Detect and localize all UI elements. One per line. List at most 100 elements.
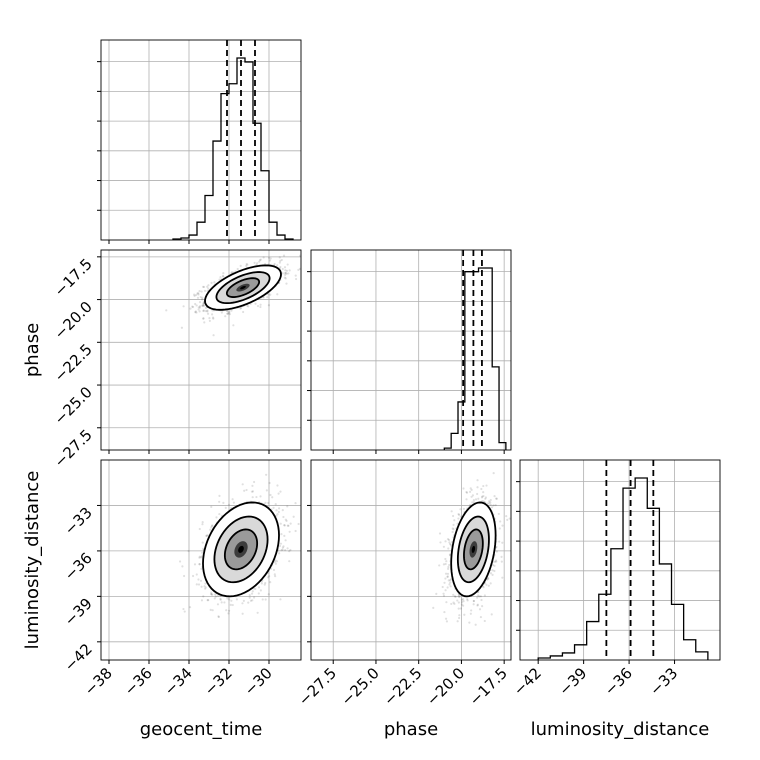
scatter-point (210, 591, 213, 594)
scatter-point (471, 494, 475, 497)
scatter-point (206, 599, 209, 602)
scatter-point (460, 601, 464, 604)
scatter-point (489, 498, 492, 502)
scatter-point (260, 582, 263, 585)
scatter-point (194, 310, 197, 314)
scatter-point (498, 527, 501, 530)
x-axis-label-phase: phase (384, 719, 438, 740)
scatter-point (494, 559, 498, 562)
scatter-point (227, 609, 231, 612)
scatter-point (481, 499, 484, 503)
scatter-point (259, 589, 262, 592)
scatter-point (210, 526, 213, 529)
scatter-point (205, 534, 208, 538)
scatter-point (210, 505, 213, 508)
scatter-point (466, 599, 469, 602)
scatter-point (444, 572, 448, 575)
scatter-point (203, 321, 206, 324)
scatter-point (202, 317, 205, 320)
scatter-point (480, 496, 484, 499)
scatter-point (218, 512, 221, 516)
contour-line-outer (450, 501, 497, 598)
scatter-point (452, 523, 455, 526)
scatter-point (478, 595, 481, 598)
scatter-point (218, 494, 221, 497)
scatter-point (222, 275, 225, 278)
scatter-point (201, 304, 204, 307)
scatter-point (247, 305, 250, 308)
scatter-point (187, 549, 190, 553)
scatter-point (448, 583, 451, 586)
x-tick-label-phase: −17.5 (466, 664, 511, 709)
scatter-point (275, 509, 278, 512)
scatter-point (189, 307, 192, 310)
scatter-point (226, 310, 229, 313)
scatter-point (456, 620, 459, 623)
scatter-point (294, 274, 297, 277)
scatter-point (264, 598, 267, 601)
scatter-point (490, 506, 494, 509)
scatter-point (248, 594, 251, 597)
scatter-point (297, 522, 300, 526)
scatter-point (493, 564, 496, 567)
scatter-point (199, 295, 202, 299)
scatter-point (207, 287, 210, 290)
scatter-point (497, 512, 500, 516)
scatter-point (458, 616, 461, 620)
scatter-point (457, 512, 460, 516)
scatter-point (246, 263, 249, 266)
scatter-point (227, 503, 231, 506)
scatter-point (198, 305, 202, 308)
scatter-point (198, 310, 201, 313)
scatter-point (474, 498, 478, 501)
scatter-point (209, 592, 213, 596)
scatter-point (505, 515, 508, 518)
scatter-point (281, 272, 284, 275)
scatter-point (282, 515, 285, 519)
scatter-point (218, 278, 221, 281)
scatter-point (221, 274, 225, 277)
scatter-point (462, 487, 465, 490)
contour-line-outer (202, 501, 280, 598)
scatter-point (476, 604, 479, 607)
scatter-point (193, 293, 196, 296)
scatter-point (452, 601, 455, 604)
scatter-point (196, 296, 200, 299)
scatter-point (239, 264, 242, 267)
scatter-point (476, 596, 479, 599)
scatter-point (298, 267, 301, 270)
scatter-point (258, 260, 261, 263)
scatter-point (204, 587, 207, 590)
scatter-point (251, 496, 254, 499)
scatter-point (438, 564, 441, 567)
scatter-point (226, 312, 229, 315)
scatter-point (259, 305, 262, 309)
scatter-point (453, 519, 456, 522)
scatter-point (266, 576, 270, 579)
scatter-point (284, 273, 287, 276)
x-tick-label-geocent_time: −38 (81, 664, 116, 699)
scatter-point (277, 510, 280, 514)
scatter-point (277, 507, 281, 510)
scatter-point (200, 585, 203, 588)
scatter-point (226, 597, 229, 600)
scatter-point (211, 593, 214, 596)
scatter-point (193, 563, 197, 566)
grid-luminosity_distance (520, 460, 720, 660)
scatter-point (480, 487, 483, 491)
contour-line-mid (456, 515, 490, 584)
scatter-point (265, 473, 268, 476)
scatter-point (183, 610, 186, 613)
x-tick-label-phase: −22.5 (380, 664, 425, 709)
scatter-point (210, 593, 213, 596)
scatter-point (460, 598, 464, 601)
scatter-point (285, 269, 289, 272)
scatter-point (264, 501, 267, 504)
x-tick-label-luminosity_distance: −39 (555, 664, 590, 699)
scatter-point (476, 486, 479, 489)
scatter-point (226, 312, 229, 315)
x-tick-label-geocent_time: −34 (161, 664, 196, 699)
scatter-point (444, 617, 448, 620)
scatter-point (210, 281, 213, 284)
scatter-point (198, 555, 201, 558)
